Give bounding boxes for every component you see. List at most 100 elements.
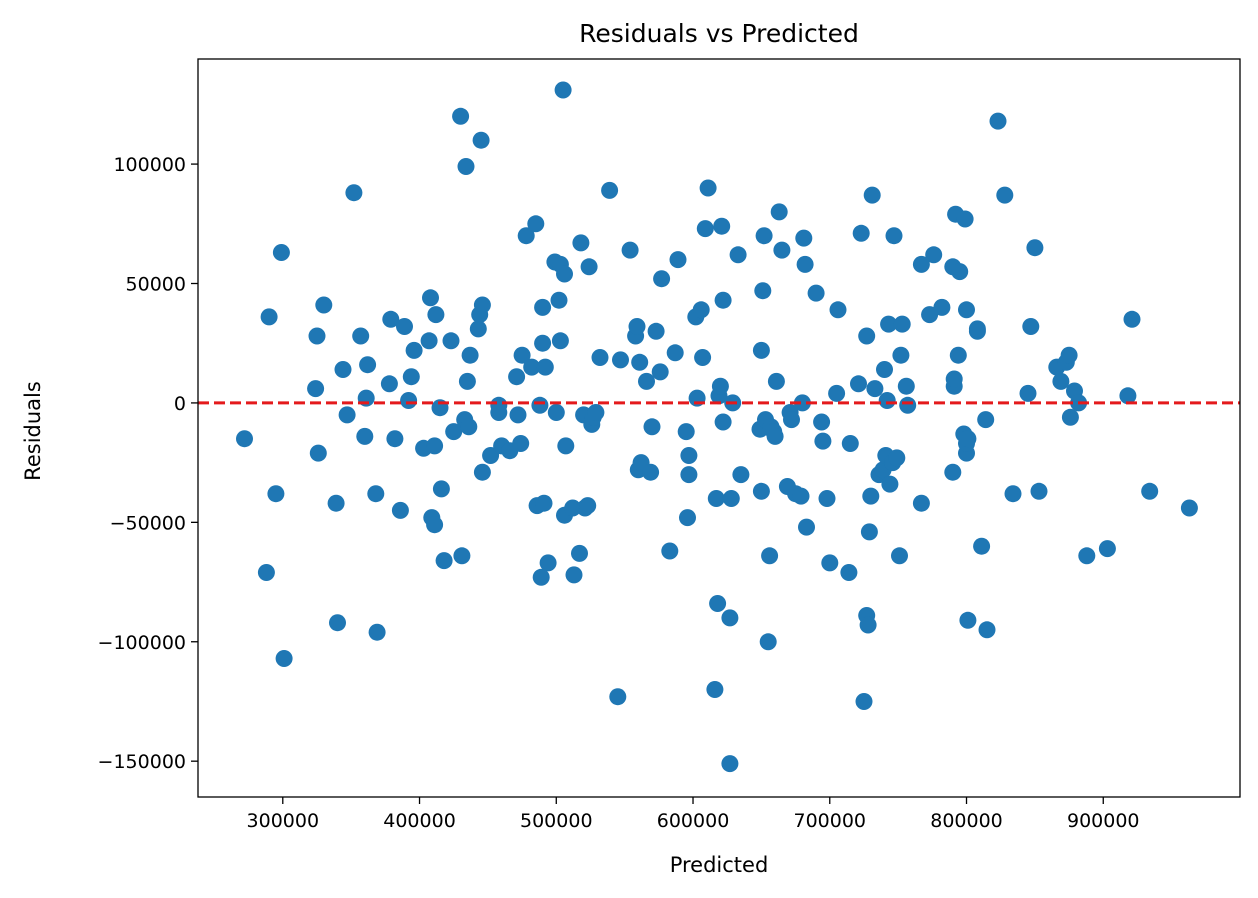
scatter-point-63 bbox=[523, 358, 541, 376]
scatter-point-10 bbox=[327, 494, 345, 512]
scatter-point-130 bbox=[721, 755, 739, 773]
scatter-point-31 bbox=[422, 289, 439, 307]
scatter-point-64 bbox=[527, 215, 545, 233]
scatter-point-27 bbox=[402, 368, 420, 386]
scatter-point-184 bbox=[881, 475, 899, 493]
scatter-point-177 bbox=[866, 380, 884, 398]
scatter-point-232 bbox=[1098, 540, 1116, 558]
scatter-point-139 bbox=[754, 282, 772, 300]
scatter-point-0 bbox=[236, 430, 253, 448]
x-tick-label-3: 600000 bbox=[657, 810, 730, 832]
scatter-point-127 bbox=[713, 217, 731, 235]
scatter-point-46 bbox=[460, 418, 478, 436]
scatter-point-155 bbox=[793, 394, 811, 412]
scatter-point-51 bbox=[473, 296, 491, 314]
scatter-point-195 bbox=[921, 306, 939, 324]
scatter-point-213 bbox=[968, 320, 986, 338]
y-tick-label-3: 0 bbox=[174, 393, 186, 415]
scatter-point-40 bbox=[445, 423, 463, 441]
x-axis-label: Predicted bbox=[670, 853, 769, 877]
scatter-point-193 bbox=[912, 255, 930, 273]
scatter-point-58 bbox=[508, 368, 526, 386]
scatter-point-124 bbox=[709, 595, 727, 612]
scatter-point-35 bbox=[427, 306, 445, 324]
scatter-point-192 bbox=[899, 396, 917, 414]
scatter-point-33 bbox=[426, 437, 444, 455]
scatter-point-149 bbox=[773, 241, 791, 259]
scatter-point-68 bbox=[534, 334, 552, 352]
x-tick-label-1: 400000 bbox=[383, 810, 456, 832]
scatter-point-206 bbox=[956, 210, 974, 228]
scatter-point-166 bbox=[840, 564, 858, 581]
scatter-point-135 bbox=[732, 466, 750, 484]
scatter-point-34 bbox=[426, 516, 444, 534]
scatter-point-235 bbox=[1141, 482, 1159, 500]
scatter-point-5 bbox=[275, 650, 293, 667]
scatter-point-92 bbox=[587, 404, 605, 421]
scatter-point-107 bbox=[651, 363, 669, 381]
scatter-point-162 bbox=[818, 490, 836, 507]
y-axis-label: Residuals bbox=[21, 381, 45, 481]
scatter-point-132 bbox=[722, 490, 740, 507]
scatter-point-183 bbox=[880, 315, 898, 333]
scatter-point-160 bbox=[813, 413, 831, 431]
scatter-point-119 bbox=[694, 349, 712, 366]
scatter-point-79 bbox=[556, 265, 573, 283]
scatter-point-97 bbox=[621, 241, 639, 259]
scatter-point-84 bbox=[571, 544, 588, 562]
scatter-point-140 bbox=[755, 227, 773, 245]
scatter-point-72 bbox=[539, 554, 557, 572]
scatter-point-15 bbox=[352, 327, 370, 345]
y-axis: −150000 −100000 −50000 0 50000 100000 bbox=[98, 154, 198, 773]
scatter-point-174 bbox=[860, 523, 878, 541]
scatter-points bbox=[236, 81, 1198, 773]
scatter-point-37 bbox=[432, 480, 450, 498]
scatter-point-93 bbox=[591, 349, 609, 366]
x-tick-label-4: 700000 bbox=[793, 810, 866, 832]
y-tick-label-2: −50000 bbox=[110, 512, 186, 534]
scatter-point-44 bbox=[457, 158, 475, 175]
scatter-point-105 bbox=[643, 418, 661, 436]
scatter-point-220 bbox=[1019, 384, 1037, 402]
scatter-point-82 bbox=[564, 499, 582, 517]
scatter-point-203 bbox=[949, 346, 967, 364]
x-tick-label-0: 300000 bbox=[247, 810, 320, 832]
scatter-point-74 bbox=[547, 404, 565, 421]
scatter-point-8 bbox=[309, 444, 327, 462]
scatter-point-83 bbox=[565, 566, 583, 584]
scatter-point-45 bbox=[458, 372, 476, 390]
scatter-point-2 bbox=[260, 308, 278, 326]
scatter-point-122 bbox=[706, 681, 724, 698]
y-tick-label-4: 50000 bbox=[126, 274, 186, 296]
scatter-point-170 bbox=[855, 693, 873, 710]
scatter-point-104 bbox=[642, 463, 660, 481]
scatter-point-118 bbox=[692, 301, 710, 319]
scatter-point-1 bbox=[257, 564, 275, 581]
scatter-point-218 bbox=[996, 186, 1014, 204]
scatter-point-214 bbox=[973, 537, 991, 555]
scatter-point-161 bbox=[814, 432, 832, 450]
scatter-point-109 bbox=[661, 542, 679, 560]
scatter-point-30 bbox=[420, 332, 438, 350]
scatter-point-99 bbox=[628, 318, 646, 335]
scatter-point-189 bbox=[892, 346, 910, 364]
scatter-point-81 bbox=[557, 437, 575, 455]
scatter-point-112 bbox=[677, 423, 695, 441]
scatter-point-61 bbox=[513, 346, 531, 364]
scatter-point-94 bbox=[601, 181, 619, 199]
scatter-point-38 bbox=[435, 552, 453, 570]
scatter-point-163 bbox=[821, 554, 839, 572]
x-tick-label-2: 500000 bbox=[520, 810, 593, 832]
scatter-point-85 bbox=[572, 234, 590, 252]
scatter-point-198 bbox=[944, 463, 962, 481]
scatter-point-28 bbox=[405, 341, 423, 359]
chart-title: Residuals vs Predicted bbox=[579, 19, 859, 48]
scatter-point-228 bbox=[1061, 408, 1079, 426]
scatter-point-154 bbox=[792, 487, 810, 505]
scatter-point-106 bbox=[647, 322, 665, 340]
scatter-point-233 bbox=[1119, 387, 1137, 405]
scatter-point-175 bbox=[862, 487, 880, 505]
scatter-point-164 bbox=[828, 384, 846, 402]
scatter-point-48 bbox=[469, 320, 487, 338]
